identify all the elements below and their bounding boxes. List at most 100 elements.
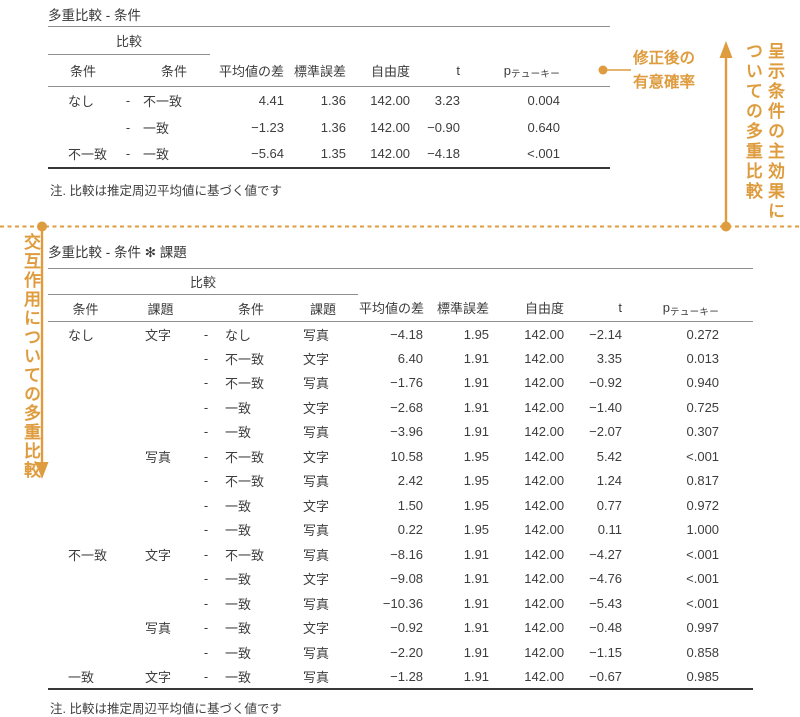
cell-cond1 <box>48 518 123 543</box>
table1-header-se: 標準誤差 <box>285 54 348 87</box>
cell-dash: - <box>203 546 209 562</box>
cell-task2: 文字 <box>303 449 330 465</box>
cell-mean-diff: 10.58 <box>390 448 424 464</box>
callout-line2: 有意確率 <box>633 74 696 91</box>
cell-se: 1.91 <box>463 571 490 587</box>
cell-mean-diff: −0.92 <box>390 620 424 636</box>
cell-task2: 写真 <box>303 474 330 490</box>
cell-t: −0.48 <box>589 620 623 636</box>
interaction-table-section: 多重比較 - 条件 ✻ 課題 比較 条件 課題 条件 課題 <box>48 243 754 717</box>
cell-task1: 文字 <box>145 669 172 685</box>
cell-cond2: 一致 <box>225 523 252 539</box>
cell-cond2: 一致 <box>143 120 170 136</box>
cell-cond1 <box>48 493 123 518</box>
cell-df: 142.00 <box>524 620 565 636</box>
cell-dash: - <box>125 92 131 108</box>
table2-row: - 一致 文字 −9.08 1.91 142.00 −4.76 <.001 <box>48 567 753 592</box>
table2-row: - 一致 文字 1.50 1.95 142.00 0.77 0.972 <box>48 493 753 518</box>
table2-group-header-spacer <box>358 269 753 295</box>
table1-header-cond1: 条件 <box>48 54 118 87</box>
cell-p-tukey: 0.940 <box>686 375 720 391</box>
cell-spacer <box>561 87 610 114</box>
cell-task2: 文字 <box>303 498 330 514</box>
cell-mean-diff: −1.28 <box>390 668 424 684</box>
cell-mean-diff: −8.16 <box>390 546 424 562</box>
cell-se: 1.91 <box>463 375 490 391</box>
cell-task1: 写真 <box>145 449 172 465</box>
cell-dash: - <box>203 571 209 587</box>
cell-dash: - <box>203 595 209 611</box>
cell-task1 <box>123 493 198 518</box>
cell-p-tukey: <.001 <box>686 595 720 611</box>
cell-p-tukey: 0.972 <box>686 497 720 513</box>
cell-p-tukey: 0.985 <box>686 668 720 684</box>
cell-mean-diff: −2.20 <box>390 644 424 660</box>
table2-header-mean-diff: 平均値の差 <box>358 294 424 322</box>
cell-se: 1.95 <box>463 497 490 513</box>
cell-cond2: なし <box>225 327 252 343</box>
table1-header-spacer <box>561 54 611 87</box>
cell-dash: - <box>125 119 131 135</box>
table1-header-t: t <box>411 54 462 87</box>
cell-t: −2.07 <box>589 424 623 440</box>
table1-column-header-row: 条件 条件 平均値の差 標準誤差 自由度 t pテューキー <box>48 54 611 87</box>
p-subscript-tukey: テューキー <box>511 69 561 81</box>
cell-mean-diff: 6.40 <box>397 350 424 366</box>
left-arrow-dot <box>37 221 47 232</box>
cell-df: 142.00 <box>370 119 411 135</box>
table2-row: - 一致 写真 −3.96 1.91 142.00 −2.07 0.307 <box>48 420 753 445</box>
right-arrow-dot <box>721 221 731 232</box>
cell-df: 142.00 <box>524 571 565 587</box>
cell-task2: 写真 <box>303 327 330 343</box>
cell-dash: - <box>203 326 209 342</box>
table2-row: - 一致 写真 0.22 1.95 142.00 0.11 1.000 <box>48 518 753 543</box>
table2-column-header-row: 条件 課題 条件 課題 平均値の差 標準誤差 自由度 t pテューキー <box>48 294 754 322</box>
table2-header-cond2: 条件 <box>214 294 288 322</box>
cell-p-tukey: <.001 <box>686 546 720 562</box>
cell-spacer <box>720 420 753 445</box>
cell-spacer <box>561 141 610 168</box>
table1: 比較 条件 条件 平均値の差 標準誤差 自由度 t pテューキー なし - 不一… <box>48 26 611 169</box>
cell-cond2: 一致 <box>225 498 252 514</box>
cell-p-tukey: 0.858 <box>686 644 720 660</box>
cell-dash: - <box>203 497 209 513</box>
cell-task1 <box>123 420 198 445</box>
cell-mean-diff: 0.22 <box>397 522 424 538</box>
cell-se: 1.91 <box>463 546 490 562</box>
cell-cond2: 一致 <box>225 572 252 588</box>
cell-task1 <box>123 518 198 543</box>
table2-header-task1: 課題 <box>123 294 198 322</box>
cell-t: 0.11 <box>597 522 623 538</box>
cell-cond1: なし <box>68 327 95 343</box>
table2-row: - 不一致 文字 6.40 1.91 142.00 3.35 0.013 <box>48 346 753 371</box>
cell-df: 142.00 <box>524 546 565 562</box>
table1-header-df: 自由度 <box>347 54 412 87</box>
cell-task2: 文字 <box>303 351 330 367</box>
cell-df: 142.00 <box>370 92 411 108</box>
table2-row: - 不一致 写真 2.42 1.95 142.00 1.24 0.817 <box>48 469 753 494</box>
p-subscript-tukey: テューキー <box>670 306 720 318</box>
cell-task2: 文字 <box>303 621 330 637</box>
table1-group-header-spacer <box>210 27 610 55</box>
cell-dash: - <box>203 668 209 684</box>
cell-cond2: 不一致 <box>143 93 183 109</box>
cell-cond1 <box>48 444 123 469</box>
table1-row: なし - 不一致 4.41 1.36 142.00 3.23 0.004 <box>48 87 610 114</box>
table2-row: 一致 文字 - 一致 写真 −1.28 1.91 142.00 −0.67 0.… <box>48 665 753 690</box>
cell-cond2: 一致 <box>225 621 252 637</box>
table1-compare-group-header: 比較 <box>48 26 211 55</box>
cell-spacer <box>561 114 610 141</box>
cell-cond2: 一致 <box>225 669 252 685</box>
cell-task1 <box>123 640 198 665</box>
cell-task2: 文字 <box>303 400 330 416</box>
cell-spacer <box>720 469 753 494</box>
cell-spacer <box>720 542 753 567</box>
table1-header-cond2: 条件 <box>138 54 211 87</box>
cell-spacer <box>720 567 753 592</box>
cell-df: 142.00 <box>524 595 565 611</box>
cell-df: 142.00 <box>524 375 565 391</box>
cell-p-tukey: 0.640 <box>527 119 561 135</box>
table2-header-p-tukey: pテューキー <box>623 294 721 322</box>
cell-mean-diff: −4.18 <box>390 326 424 342</box>
